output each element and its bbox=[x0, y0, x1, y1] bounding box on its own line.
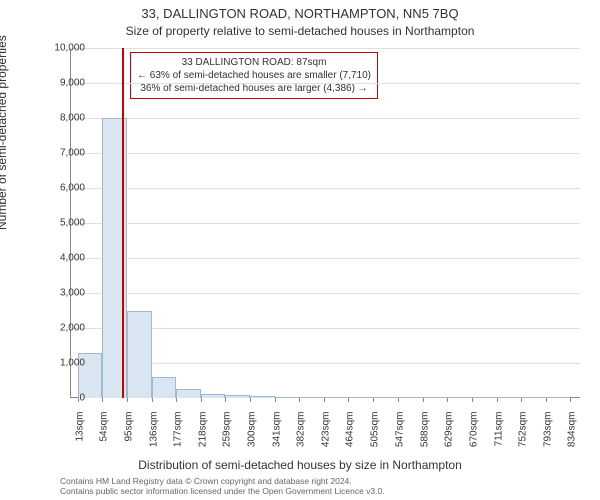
x-tick-mark bbox=[447, 398, 448, 402]
x-tick-label: 588sqm bbox=[419, 412, 430, 462]
histogram-bar bbox=[127, 311, 152, 399]
grid-line bbox=[70, 153, 580, 154]
callout-box: 33 DALLINGTON ROAD: 87sqm ← 63% of semi-… bbox=[130, 52, 378, 99]
plot-area: 33 DALLINGTON ROAD: 87sqm ← 63% of semi-… bbox=[70, 48, 580, 398]
y-tick-label: 2,000 bbox=[45, 323, 85, 334]
x-tick-mark bbox=[225, 398, 226, 402]
grid-line bbox=[70, 83, 580, 84]
x-tick-label: 711sqm bbox=[493, 412, 504, 462]
histogram-bar bbox=[225, 395, 250, 398]
y-tick-label: 5,000 bbox=[45, 218, 85, 229]
attribution-line-2: Contains public sector information licen… bbox=[60, 486, 385, 496]
x-tick-mark bbox=[102, 398, 103, 402]
y-tick-label: 7,000 bbox=[45, 148, 85, 159]
x-tick-mark bbox=[373, 398, 374, 402]
histogram-bar bbox=[373, 397, 398, 398]
x-tick-label: 382sqm bbox=[296, 412, 307, 462]
y-tick-label: 0 bbox=[45, 393, 85, 404]
histogram-bar bbox=[176, 389, 201, 398]
chart-container: 33, DALLINGTON ROAD, NORTHAMPTON, NN5 7B… bbox=[0, 0, 600, 500]
histogram-bar bbox=[521, 397, 546, 398]
x-tick-label: 218sqm bbox=[197, 412, 208, 462]
x-tick-label: 670sqm bbox=[469, 412, 480, 462]
histogram-bar bbox=[472, 397, 497, 398]
grid-line bbox=[70, 223, 580, 224]
y-tick-label: 8,000 bbox=[45, 113, 85, 124]
x-tick-mark bbox=[250, 398, 251, 402]
grid-line bbox=[70, 258, 580, 259]
x-tick-mark bbox=[472, 398, 473, 402]
x-tick-mark bbox=[521, 398, 522, 402]
y-tick-label: 4,000 bbox=[45, 253, 85, 264]
grid-line bbox=[70, 118, 580, 119]
y-axis-label: Number of semi-detached properties bbox=[0, 35, 9, 230]
callout-line-2: ← 63% of semi-detached houses are smalle… bbox=[137, 69, 371, 82]
y-tick-label: 9,000 bbox=[45, 78, 85, 89]
histogram-bar bbox=[546, 397, 571, 398]
histogram-bar bbox=[299, 397, 324, 398]
x-tick-label: 259sqm bbox=[222, 412, 233, 462]
x-tick-mark bbox=[398, 398, 399, 402]
x-tick-label: 752sqm bbox=[518, 412, 529, 462]
grid-line bbox=[70, 293, 580, 294]
histogram-bar bbox=[201, 394, 226, 398]
x-tick-mark bbox=[201, 398, 202, 402]
x-tick-label: 300sqm bbox=[247, 412, 258, 462]
x-tick-label: 464sqm bbox=[345, 412, 356, 462]
x-tick-mark bbox=[324, 398, 325, 402]
attribution-text: Contains HM Land Registry data © Crown c… bbox=[60, 476, 385, 496]
y-tick-label: 3,000 bbox=[45, 288, 85, 299]
attribution-line-1: Contains HM Land Registry data © Crown c… bbox=[60, 476, 352, 486]
chart-title-main: 33, DALLINGTON ROAD, NORTHAMPTON, NN5 7B… bbox=[0, 6, 600, 21]
grid-line bbox=[70, 188, 580, 189]
histogram-bar bbox=[423, 397, 448, 398]
x-tick-label: 341sqm bbox=[271, 412, 282, 462]
x-tick-mark bbox=[275, 398, 276, 402]
x-tick-mark bbox=[546, 398, 547, 402]
histogram-bar bbox=[398, 397, 423, 398]
marker-line bbox=[122, 48, 124, 398]
histogram-bar bbox=[275, 397, 300, 398]
x-tick-mark bbox=[152, 398, 153, 402]
callout-line-1: 33 DALLINGTON ROAD: 87sqm bbox=[137, 56, 371, 69]
histogram-bar bbox=[497, 397, 522, 398]
chart-title-sub: Size of property relative to semi-detach… bbox=[0, 24, 600, 38]
x-tick-mark bbox=[348, 398, 349, 402]
histogram-bar bbox=[152, 377, 177, 398]
x-tick-label: 834sqm bbox=[567, 412, 578, 462]
y-tick-label: 10,000 bbox=[45, 43, 85, 54]
y-tick-label: 1,000 bbox=[45, 358, 85, 369]
x-tick-label: 177sqm bbox=[173, 412, 184, 462]
histogram-bar bbox=[250, 396, 275, 398]
x-tick-mark bbox=[423, 398, 424, 402]
x-tick-label: 629sqm bbox=[444, 412, 455, 462]
x-tick-mark bbox=[176, 398, 177, 402]
histogram-bar bbox=[348, 397, 373, 398]
x-tick-label: 793sqm bbox=[542, 412, 553, 462]
x-tick-label: 505sqm bbox=[370, 412, 381, 462]
x-tick-label: 13sqm bbox=[74, 412, 85, 462]
histogram-bar bbox=[324, 397, 349, 398]
histogram-bar bbox=[447, 397, 472, 398]
x-tick-mark bbox=[127, 398, 128, 402]
x-tick-label: 136sqm bbox=[148, 412, 159, 462]
grid-line bbox=[70, 48, 580, 49]
x-tick-label: 547sqm bbox=[395, 412, 406, 462]
x-tick-label: 54sqm bbox=[99, 412, 110, 462]
x-tick-mark bbox=[299, 398, 300, 402]
y-tick-label: 6,000 bbox=[45, 183, 85, 194]
x-tick-mark bbox=[497, 398, 498, 402]
x-tick-label: 423sqm bbox=[320, 412, 331, 462]
x-tick-mark bbox=[570, 398, 571, 402]
x-tick-label: 95sqm bbox=[124, 412, 135, 462]
